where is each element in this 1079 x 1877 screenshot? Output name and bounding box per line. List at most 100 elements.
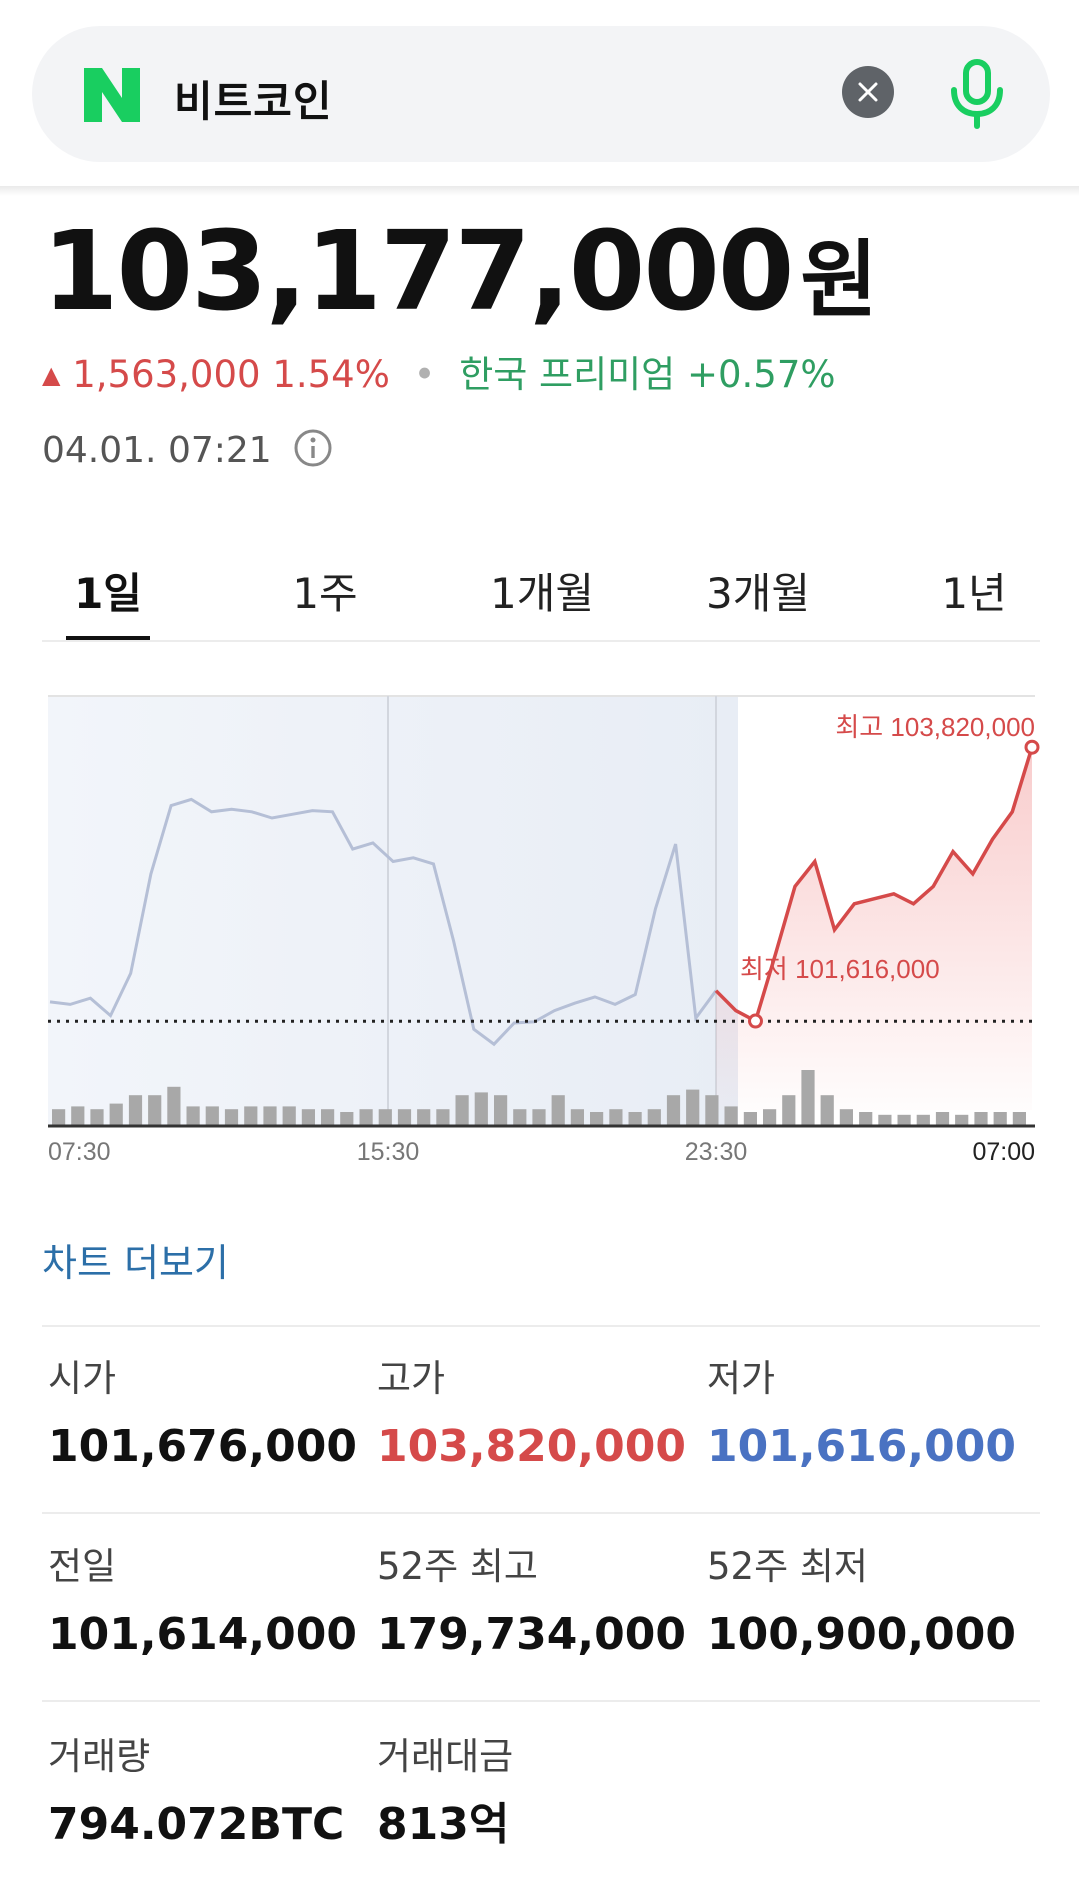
price-unit: 원 [800,231,877,329]
volume-bar [186,1106,200,1126]
today-area [716,747,1032,1110]
volume-bar [205,1106,219,1126]
stat-value: 101,616,000 [707,1421,1016,1472]
tab-1w[interactable]: 1주 [292,569,358,618]
separator-dot: • [413,353,436,396]
stat-label: 시가 [48,1357,117,1400]
volume-bar [513,1109,527,1126]
volume-bar [647,1109,661,1126]
volume-bars [52,1070,1026,1126]
volume-bar [916,1114,930,1126]
naver-logo-icon [82,66,142,124]
volume-bar [359,1109,373,1126]
stat-value: 101,676,000 [48,1421,357,1472]
clear-search-button[interactable] [842,66,894,118]
volume-bar [474,1092,488,1126]
volume-bar [71,1106,85,1126]
stat-high: 고가 103,820,000 [377,1360,686,1469]
x-tick-0730: 07:30 [48,1138,111,1166]
change-percent: 1.54% [272,353,390,396]
current-price: 103,177,000원 [42,216,878,329]
search-bar[interactable]: 비트코인 [32,26,1050,162]
volume-bar [397,1109,412,1126]
volume-bar [609,1109,623,1126]
volume-bar [993,1112,1007,1126]
volume-bar [551,1095,565,1126]
tab-3m[interactable]: 3개월 [705,569,811,618]
volume-bar [666,1095,681,1126]
stat-label: 거래량 [48,1735,151,1778]
stats-top-divider [42,1325,1040,1327]
x-tick-0700: 07:00 [972,1138,1035,1166]
change-amount: 1,563,000 [72,353,261,396]
stat-value: 179,734,000 [377,1609,686,1660]
volume-bar [686,1089,700,1126]
volume-bar [839,1109,853,1126]
stat-open: 시가 101,676,000 [48,1360,357,1469]
info-icon[interactable] [293,428,333,475]
volume-bar [743,1112,757,1126]
volume-bar [724,1106,738,1126]
low-label: 최저 101,616,000 [740,954,940,984]
volume-bar [705,1095,719,1126]
volume-bar [570,1109,584,1126]
volume-bar [340,1112,354,1126]
volume-bar [455,1095,469,1126]
x-tick-2330: 23:30 [685,1138,748,1166]
stat-value: 101,614,000 [48,1609,357,1660]
volume-bar [167,1086,181,1126]
volume-bar [897,1114,911,1126]
stat-label: 52주 최고 [377,1545,538,1588]
stat-value: 794.072BTC [48,1799,345,1850]
volume-bar [378,1109,392,1126]
volume-bar [128,1095,143,1126]
header-shadow [0,186,1079,196]
volume-bar [801,1070,815,1126]
search-query[interactable]: 비트코인 [174,77,333,126]
volume-bar [628,1112,642,1126]
previous-price-line [49,797,718,1047]
microphone-icon [951,59,1003,129]
price-chart[interactable]: 최고 103,820,000 최저 101,616,000 07:30 15:3… [40,690,1040,1170]
stat-label: 고가 [377,1357,446,1400]
volume-bar [90,1109,104,1126]
up-arrow-icon: ▲ [42,361,61,389]
stats-row-divider [42,1512,1040,1514]
volume-bar [301,1109,315,1126]
stat-label: 저가 [707,1357,776,1400]
tab-1d[interactable]: 1일 [74,569,142,618]
high-label: 최고 103,820,000 [835,712,1035,742]
stat-value: 813억 [377,1799,510,1850]
stat-52w-low: 52주 최저 100,900,000 [707,1548,1016,1657]
volume-bar [974,1112,988,1126]
volume-bar [859,1112,873,1126]
volume-bar [763,1109,777,1126]
timestamp-text: 04.01. 07:21 [42,430,272,471]
volume-bar [955,1114,969,1126]
volume-bar [148,1095,162,1126]
more-chart-link[interactable]: 차트 더보기 [42,1241,229,1285]
tab-1m[interactable]: 1개월 [489,569,595,618]
period-tabs: 1일 1주 1개월 3개월 1년 [42,550,1040,642]
volume-bar [321,1109,335,1126]
tab-1y[interactable]: 1년 [941,569,1007,618]
volume-bar [282,1106,296,1126]
past-session-shade [48,696,738,1126]
change-row: ▲ 1,563,000 1.54% • 한국 프리미엄 +0.57% [42,356,836,393]
x-tick-1530: 15:30 [357,1138,420,1166]
volume-bar [244,1106,258,1126]
stat-label: 52주 최저 [707,1545,868,1588]
volume-bar [782,1095,796,1126]
volume-bar [263,1106,277,1126]
price-value: 103,177,000 [42,207,794,335]
active-tab-indicator [66,636,150,640]
voice-search-button[interactable] [942,58,1012,130]
volume-bar [820,1095,834,1126]
high-marker [1024,739,1040,755]
quote-timestamp: 04.01. 07:21 [42,428,333,475]
volume-bar [224,1109,239,1126]
volume-bar [1012,1112,1026,1126]
stat-volume: 거래량 794.072BTC [48,1738,344,1847]
stat-value: 103,820,000 [377,1421,686,1472]
volume-bar [109,1103,123,1126]
